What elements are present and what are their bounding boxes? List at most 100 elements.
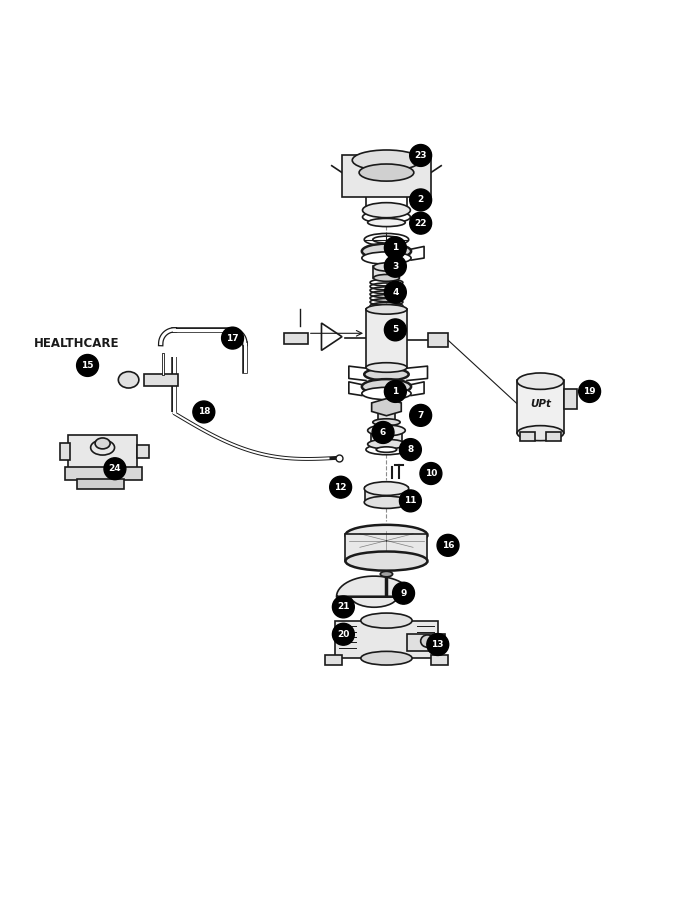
Ellipse shape bbox=[368, 439, 405, 448]
Ellipse shape bbox=[380, 572, 393, 577]
Ellipse shape bbox=[359, 164, 414, 181]
Bar bbox=[546, 432, 561, 441]
Circle shape bbox=[410, 189, 432, 211]
Ellipse shape bbox=[363, 211, 410, 223]
Circle shape bbox=[77, 354, 98, 376]
Ellipse shape bbox=[360, 651, 412, 665]
Ellipse shape bbox=[364, 234, 409, 246]
Polygon shape bbox=[371, 399, 402, 416]
Text: 16: 16 bbox=[442, 541, 454, 550]
Bar bbox=[342, 156, 431, 197]
Bar bbox=[137, 446, 149, 458]
Ellipse shape bbox=[373, 236, 400, 243]
Circle shape bbox=[393, 583, 415, 604]
Circle shape bbox=[420, 463, 442, 485]
Circle shape bbox=[410, 404, 432, 427]
Text: 2: 2 bbox=[417, 196, 424, 205]
Circle shape bbox=[399, 490, 421, 512]
Ellipse shape bbox=[362, 244, 411, 259]
Text: 19: 19 bbox=[583, 387, 596, 396]
Bar bbox=[284, 333, 308, 343]
Ellipse shape bbox=[95, 438, 110, 448]
Text: 10: 10 bbox=[425, 469, 437, 478]
Circle shape bbox=[410, 212, 432, 234]
Bar bbox=[520, 432, 535, 441]
Text: 5: 5 bbox=[392, 325, 399, 334]
Text: 22: 22 bbox=[415, 218, 427, 227]
Text: 7: 7 bbox=[417, 411, 424, 419]
Bar bbox=[431, 655, 448, 665]
Ellipse shape bbox=[118, 371, 139, 388]
Bar bbox=[365, 487, 408, 502]
Ellipse shape bbox=[366, 445, 407, 455]
Circle shape bbox=[384, 381, 406, 402]
Text: 9: 9 bbox=[400, 589, 407, 598]
Ellipse shape bbox=[368, 218, 405, 226]
Ellipse shape bbox=[364, 368, 409, 381]
Circle shape bbox=[104, 458, 126, 479]
Text: 8: 8 bbox=[407, 445, 414, 454]
Bar bbox=[373, 265, 399, 278]
Bar bbox=[65, 467, 142, 480]
Text: 17: 17 bbox=[226, 333, 239, 342]
Circle shape bbox=[384, 255, 406, 277]
Bar bbox=[60, 443, 70, 460]
Ellipse shape bbox=[373, 263, 399, 271]
Ellipse shape bbox=[345, 552, 428, 571]
Bar bbox=[366, 309, 407, 368]
Circle shape bbox=[330, 477, 352, 498]
Circle shape bbox=[427, 633, 449, 655]
Circle shape bbox=[222, 327, 244, 349]
Ellipse shape bbox=[345, 525, 428, 545]
Text: 23: 23 bbox=[415, 151, 427, 160]
Ellipse shape bbox=[366, 362, 407, 372]
Ellipse shape bbox=[364, 496, 409, 508]
Ellipse shape bbox=[364, 482, 409, 496]
Circle shape bbox=[384, 236, 406, 259]
Text: 12: 12 bbox=[334, 483, 347, 492]
Bar bbox=[325, 655, 342, 665]
Ellipse shape bbox=[368, 425, 405, 436]
Bar bbox=[371, 429, 402, 444]
Bar bbox=[428, 333, 448, 347]
Text: 20: 20 bbox=[337, 630, 350, 639]
Text: 13: 13 bbox=[432, 640, 444, 649]
Circle shape bbox=[332, 596, 354, 618]
Polygon shape bbox=[337, 576, 412, 597]
Ellipse shape bbox=[362, 388, 411, 400]
Text: 1: 1 bbox=[392, 387, 399, 396]
Ellipse shape bbox=[366, 304, 407, 314]
Text: 15: 15 bbox=[81, 361, 94, 370]
Circle shape bbox=[332, 623, 354, 645]
Ellipse shape bbox=[352, 150, 421, 170]
Ellipse shape bbox=[362, 252, 411, 265]
Ellipse shape bbox=[373, 404, 400, 412]
Bar bbox=[345, 534, 428, 561]
Ellipse shape bbox=[362, 379, 411, 394]
Ellipse shape bbox=[350, 583, 398, 607]
Circle shape bbox=[399, 439, 421, 460]
Text: 24: 24 bbox=[109, 464, 121, 473]
Text: 18: 18 bbox=[198, 408, 210, 417]
Text: UPt: UPt bbox=[530, 399, 551, 409]
Bar bbox=[68, 435, 137, 468]
Ellipse shape bbox=[373, 419, 400, 426]
Ellipse shape bbox=[360, 613, 412, 628]
Ellipse shape bbox=[517, 426, 564, 440]
Circle shape bbox=[437, 535, 459, 556]
Ellipse shape bbox=[90, 440, 115, 455]
Text: 21: 21 bbox=[337, 602, 350, 612]
Circle shape bbox=[193, 401, 215, 423]
Circle shape bbox=[372, 421, 394, 443]
Text: 11: 11 bbox=[404, 496, 417, 506]
Ellipse shape bbox=[517, 373, 564, 390]
Ellipse shape bbox=[376, 447, 397, 452]
Circle shape bbox=[384, 319, 406, 341]
Text: 4: 4 bbox=[392, 288, 399, 297]
Ellipse shape bbox=[363, 203, 410, 217]
Text: 6: 6 bbox=[380, 428, 386, 437]
Text: 3: 3 bbox=[392, 262, 399, 271]
Bar bbox=[378, 407, 395, 422]
Ellipse shape bbox=[421, 635, 434, 647]
Text: HEALTHCARE: HEALTHCARE bbox=[34, 337, 120, 350]
